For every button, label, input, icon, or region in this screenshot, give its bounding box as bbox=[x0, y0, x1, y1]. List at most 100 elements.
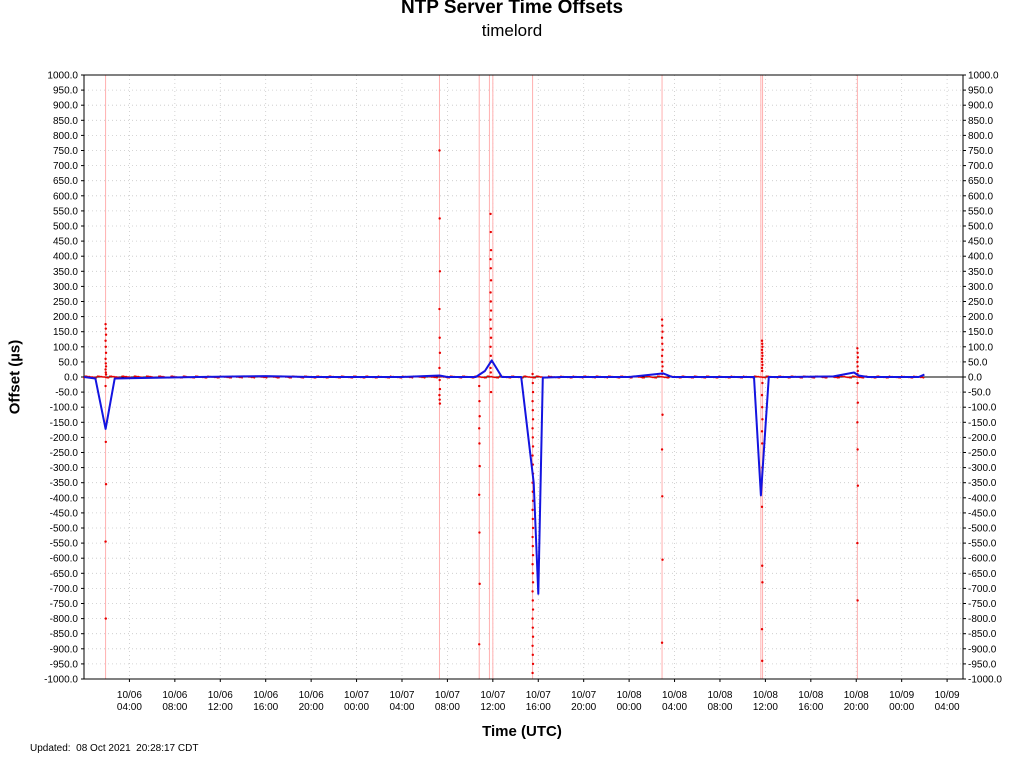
y-tick-label: -700.0 bbox=[50, 584, 79, 595]
raw-baseline-point bbox=[134, 375, 137, 378]
raw-baseline-point bbox=[851, 375, 854, 378]
raw-baseline-point bbox=[763, 376, 765, 379]
raw-spike-point bbox=[531, 372, 534, 376]
raw-spike-point bbox=[489, 327, 492, 330]
raw-spike-point bbox=[104, 362, 108, 365]
raw-spike-point bbox=[760, 430, 764, 433]
raw-baseline-point bbox=[665, 376, 667, 379]
raw-spike-point bbox=[761, 360, 764, 364]
updated-timestamp: Updated: 08 Oct 2021 20:28:17 CDT bbox=[30, 743, 199, 754]
raw-baseline-point bbox=[854, 375, 857, 378]
raw-baseline-point bbox=[651, 376, 654, 379]
raw-spike-point bbox=[856, 484, 860, 487]
raw-spike-point bbox=[761, 442, 764, 445]
raw-baseline-point bbox=[656, 375, 659, 378]
y-tick-label: 500.0 bbox=[53, 222, 78, 233]
x-tick-date: 10/07 bbox=[526, 690, 551, 701]
raw-spike-point bbox=[661, 558, 664, 561]
y-tick-label: -600.0 bbox=[50, 554, 79, 565]
raw-baseline-point bbox=[107, 376, 110, 379]
raw-spike-point bbox=[531, 508, 534, 512]
raw-spike-point bbox=[761, 406, 764, 409]
y-tick-label: -700.0 bbox=[968, 584, 997, 595]
y-tick-label: -650.0 bbox=[50, 569, 79, 580]
raw-spike-point bbox=[438, 402, 442, 405]
y-tick-label: 550.0 bbox=[53, 206, 78, 217]
raw-spike-point bbox=[760, 505, 764, 509]
raw-spike-point bbox=[531, 517, 535, 521]
raw-spike-point bbox=[104, 322, 107, 326]
y-tick-label: 400.0 bbox=[968, 252, 993, 263]
y-tick-label: -900.0 bbox=[50, 644, 79, 655]
raw-baseline-point bbox=[640, 376, 643, 379]
raw-baseline-point bbox=[847, 376, 850, 379]
raw-spike-point bbox=[531, 608, 535, 611]
y-tick-label: 650.0 bbox=[53, 176, 78, 187]
x-tick-date: 10/07 bbox=[389, 690, 414, 701]
y-tick-label: -450.0 bbox=[50, 508, 79, 519]
raw-spike-point bbox=[438, 149, 441, 152]
x-tick-time: 04:00 bbox=[662, 702, 687, 713]
raw-spike-point bbox=[531, 427, 534, 430]
raw-baseline-point bbox=[842, 375, 844, 378]
raw-baseline-point bbox=[666, 376, 669, 379]
raw-baseline-point bbox=[490, 375, 493, 378]
raw-spike-point bbox=[761, 345, 764, 348]
x-tick-date: 10/06 bbox=[208, 690, 233, 701]
raw-spike-point bbox=[661, 365, 664, 368]
raw-spike-point bbox=[660, 354, 664, 358]
raw-spike-point bbox=[104, 333, 108, 336]
raw-spike-point bbox=[438, 387, 442, 391]
raw-baseline-point bbox=[838, 376, 840, 379]
raw-baseline-point bbox=[759, 376, 761, 378]
y-tick-label: 700.0 bbox=[968, 161, 993, 172]
raw-spike-point bbox=[856, 401, 860, 404]
plot-frame bbox=[81, 74, 966, 682]
x-tick-date: 10/06 bbox=[253, 690, 278, 701]
y-tick-label: -500.0 bbox=[50, 524, 79, 535]
raw-spike-point bbox=[660, 318, 664, 321]
raw-baseline-point bbox=[538, 375, 541, 378]
y-tick-label: -100.0 bbox=[968, 403, 997, 414]
y-tick-label: 350.0 bbox=[968, 267, 993, 278]
y-tick-label: -300.0 bbox=[50, 463, 79, 474]
y-tick-label: 800.0 bbox=[968, 131, 993, 142]
x-axis-ticks: 10/0604:0010/0608:0010/0612:0010/0616:00… bbox=[117, 690, 960, 713]
average-offset-line bbox=[83, 359, 925, 595]
raw-spike-point bbox=[531, 617, 534, 620]
raw-spike-point bbox=[489, 336, 493, 339]
y-tick-label: -1000.0 bbox=[968, 675, 1002, 686]
raw-baseline-point bbox=[113, 375, 115, 378]
y-tick-label: -150.0 bbox=[50, 418, 79, 429]
raw-spike-point bbox=[478, 384, 481, 388]
raw-spike-point bbox=[760, 339, 764, 342]
raw-baseline-point bbox=[855, 376, 858, 378]
y-tick-label: 750.0 bbox=[53, 146, 78, 157]
raw-spike-point bbox=[856, 360, 859, 364]
raw-spike-point bbox=[104, 368, 107, 371]
raw-baseline-point bbox=[857, 376, 859, 378]
y-tick-label: 600.0 bbox=[53, 191, 78, 202]
raw-spike-point bbox=[660, 369, 664, 373]
x-tick-time: 20:00 bbox=[844, 702, 869, 713]
raw-spike-point bbox=[104, 327, 108, 330]
raw-spike-point bbox=[531, 644, 534, 647]
average-series-line bbox=[83, 359, 925, 595]
raw-baseline-point bbox=[111, 375, 114, 378]
raw-spike-point bbox=[660, 641, 664, 644]
raw-spike-point bbox=[661, 348, 664, 352]
raw-baseline-point bbox=[102, 376, 104, 378]
raw-spike-point bbox=[761, 351, 764, 355]
y-tick-label: 300.0 bbox=[53, 282, 78, 293]
raw-spike-point bbox=[438, 398, 441, 401]
raw-baseline-point bbox=[98, 375, 100, 378]
raw-baseline-point bbox=[764, 376, 767, 379]
raw-baseline-point bbox=[921, 376, 924, 379]
y-tick-label: -1000.0 bbox=[44, 675, 78, 686]
y-tick-label: 200.0 bbox=[53, 312, 78, 323]
raw-baseline-point bbox=[663, 376, 666, 379]
raw-spike-point bbox=[438, 307, 441, 311]
raw-baseline-point bbox=[487, 375, 490, 378]
raw-spike-point bbox=[531, 572, 535, 575]
raw-baseline-point bbox=[524, 375, 527, 378]
